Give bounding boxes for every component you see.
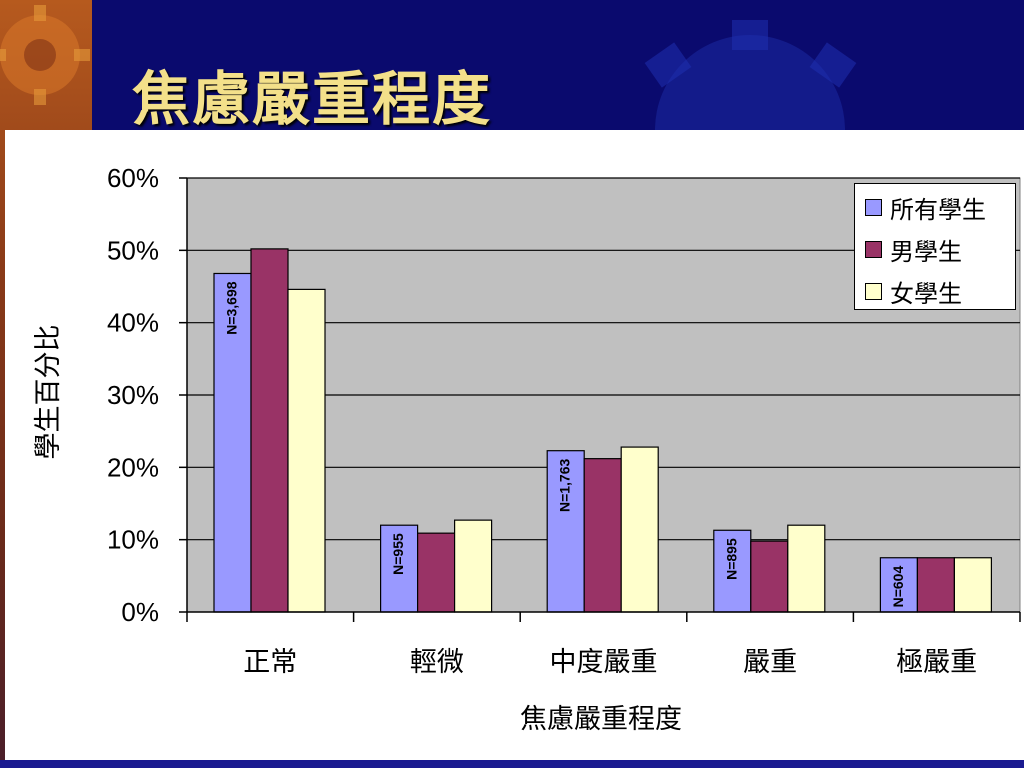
bar <box>953 557 993 613</box>
y-axis-title: 學生百分比 <box>33 325 64 460</box>
bar <box>916 557 956 613</box>
legend-swatch <box>865 240 882 258</box>
bar <box>454 519 493 613</box>
y-tick-label: 0% <box>121 597 159 627</box>
x-tick-label: 輕微 <box>410 647 464 678</box>
bar <box>250 248 289 613</box>
x-axis-title: 焦慮嚴重程度 <box>520 704 682 735</box>
bar <box>213 272 252 613</box>
gear-decoration-left <box>0 5 90 105</box>
bar <box>787 524 826 613</box>
gear-decoration-right <box>644 20 857 140</box>
slide-title: 焦慮嚴重程度 <box>132 65 493 133</box>
y-tick-label: 20% <box>107 452 159 482</box>
bars <box>213 248 993 613</box>
bar <box>750 540 789 613</box>
bar-annotation: N=955 <box>390 533 406 575</box>
bar-annotation: N=604 <box>890 566 906 608</box>
y-tick-label: 50% <box>107 235 159 265</box>
legend-item: 所有學生 <box>865 192 986 224</box>
legend-label: 女學生 <box>890 279 962 308</box>
x-tick-label: 正常 <box>243 647 297 678</box>
legend-label: 男學生 <box>890 237 962 266</box>
legend-swatch <box>865 198 882 216</box>
bar-annotation: N=1,763 <box>557 458 573 512</box>
chart-panel: N=3,698 N=955 N=1,763 N=895 N=604 0% 10% 20% 30… <box>5 130 1024 760</box>
bar <box>546 450 585 613</box>
y-tick-label: 40% <box>107 308 159 338</box>
bar <box>287 288 326 613</box>
bar-annotation: N=895 <box>723 538 739 580</box>
chart-legend: 所有學生男學生女學生 <box>854 183 1016 310</box>
legend-item: 女學生 <box>865 276 962 308</box>
bar-annotations: N=3,698 N=955 N=1,763 N=895 N=604 <box>224 281 906 607</box>
x-tick-label: 嚴重 <box>743 647 797 678</box>
bar-annotation: N=3,698 <box>224 281 240 335</box>
legend-item: 男學生 <box>865 234 962 266</box>
y-tick-label: 30% <box>107 380 159 410</box>
legend-label: 所有學生 <box>890 195 986 224</box>
axes <box>179 177 1021 622</box>
y-tick-labels: 0% 10% 20% 30% 40% 50% 60% <box>107 163 159 627</box>
legend-swatch <box>865 282 882 300</box>
y-tick-label: 60% <box>107 163 159 193</box>
bar <box>583 458 622 613</box>
y-tick-label: 10% <box>107 525 159 555</box>
bar <box>620 446 659 613</box>
bar <box>417 532 456 613</box>
x-tick-labels: 正常 輕微 中度嚴重 嚴重 極嚴重 <box>243 647 977 678</box>
x-tick-label: 中度嚴重 <box>550 647 658 678</box>
bottom-strip <box>0 760 1024 768</box>
x-tick-label: 極嚴重 <box>896 647 977 678</box>
